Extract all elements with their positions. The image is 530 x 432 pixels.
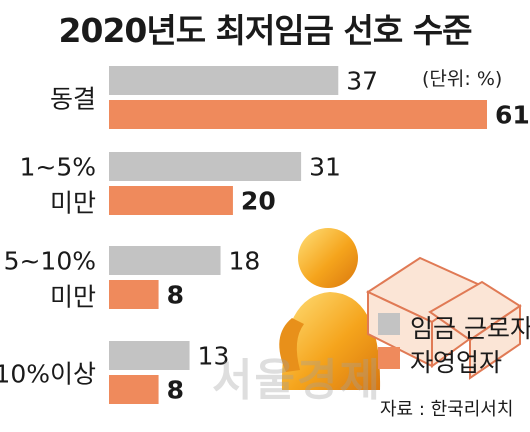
bar-self-employed — [109, 186, 233, 215]
bar-worker — [109, 341, 190, 370]
bar-self-employed — [109, 375, 159, 404]
data-label: 37 — [346, 67, 378, 96]
data-label: 8 — [167, 281, 184, 310]
legend-swatch-worker — [378, 313, 400, 335]
category-label: 10%이상 — [0, 360, 96, 389]
category-label: 1~5% — [19, 153, 96, 182]
chart-title: 2020년도 최저임금 선호 수준 — [58, 11, 473, 50]
category-label: 미만 — [50, 189, 96, 218]
unit-note: (단위: %) — [422, 68, 503, 90]
legend-swatch-self-employed — [378, 347, 400, 369]
box-illustration — [365, 256, 522, 380]
legend-label-self-employed: 자영업자 — [410, 348, 503, 377]
bar-worker — [109, 66, 339, 95]
data-label: 18 — [229, 247, 261, 276]
data-label: 13 — [198, 342, 230, 371]
data-label: 20 — [241, 187, 276, 216]
data-label: 8 — [167, 376, 184, 405]
data-label: 31 — [309, 153, 341, 182]
data-label: 61 — [495, 101, 530, 130]
source-note: 자료 : 한국리서치 — [380, 399, 514, 420]
bar-worker — [109, 246, 221, 275]
category-label: 동결 — [50, 85, 96, 114]
category-label: 미만 — [50, 283, 96, 312]
watermark-logo: 서울경제 — [212, 355, 382, 406]
category-label: 5~10% — [4, 247, 96, 276]
bar-worker — [109, 152, 302, 181]
person-illustration — [279, 228, 381, 390]
bar-self-employed — [109, 280, 159, 309]
bar-self-employed — [109, 100, 487, 129]
legend-label-worker: 임금 근로자 — [410, 314, 530, 343]
